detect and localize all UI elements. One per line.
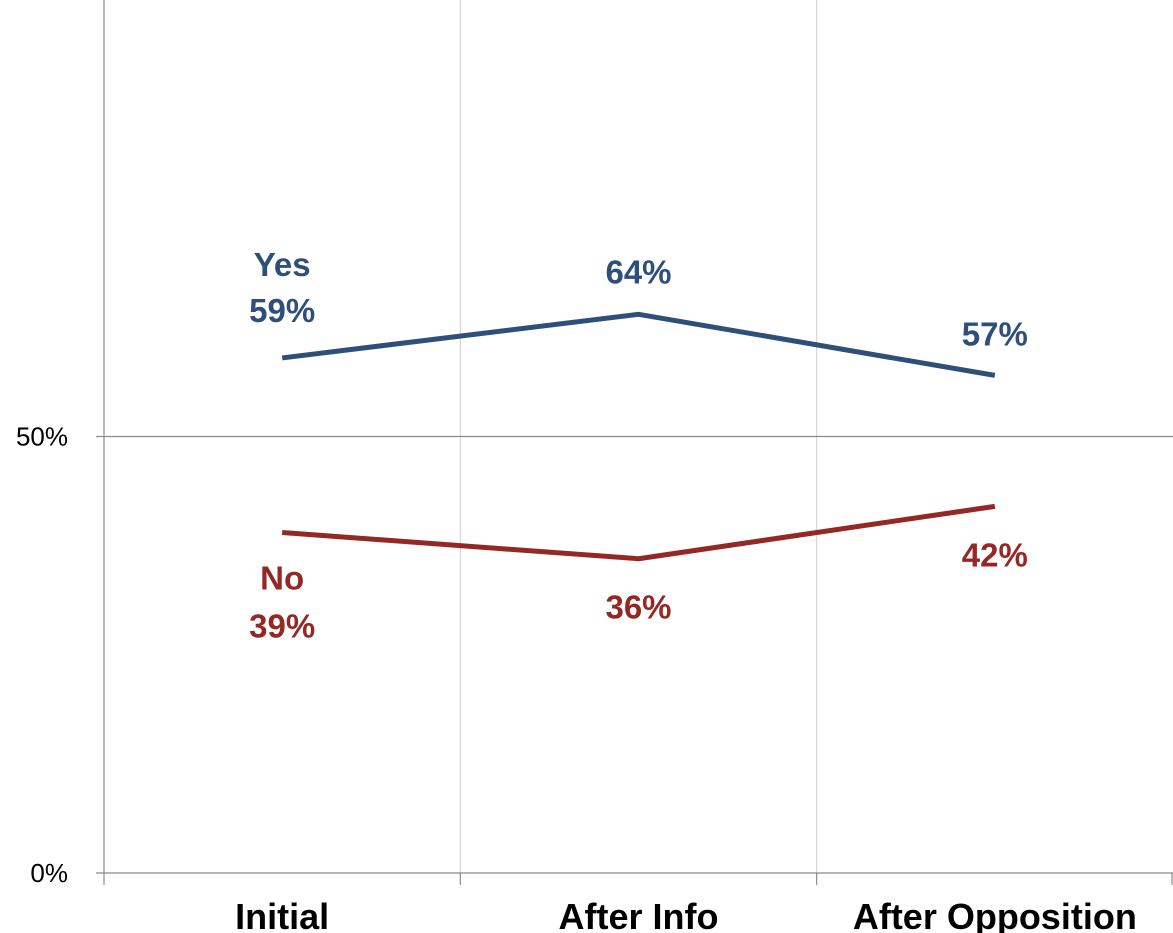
series-line-yes bbox=[281, 311, 996, 378]
x-category-label: After Opposition bbox=[853, 896, 1137, 933]
y-tick-label: 50% bbox=[16, 422, 68, 452]
series-layer bbox=[281, 311, 996, 562]
x-category-label: After Info bbox=[559, 896, 719, 933]
data-label-yes: 57% bbox=[962, 315, 1028, 352]
series-name-yes: Yes bbox=[254, 246, 311, 283]
axis-layer: 0% 50% Initial After Info After Opposition bbox=[16, 0, 1173, 933]
series-line-no bbox=[281, 503, 996, 562]
data-label-no: 42% bbox=[962, 536, 1028, 573]
x-category-label: Initial bbox=[235, 896, 329, 933]
data-label-no: 36% bbox=[605, 589, 671, 626]
data-label-no: 39% bbox=[249, 608, 315, 645]
grid-layer bbox=[96, 0, 1173, 873]
data-label-yes: 59% bbox=[249, 292, 315, 329]
y-tick-label: 0% bbox=[30, 858, 68, 888]
data-label-yes: 64% bbox=[605, 253, 671, 290]
label-layer: Yes 59% 64% 57% No 39% 36% 42% bbox=[249, 246, 1028, 645]
series-name-no: No bbox=[260, 560, 304, 597]
